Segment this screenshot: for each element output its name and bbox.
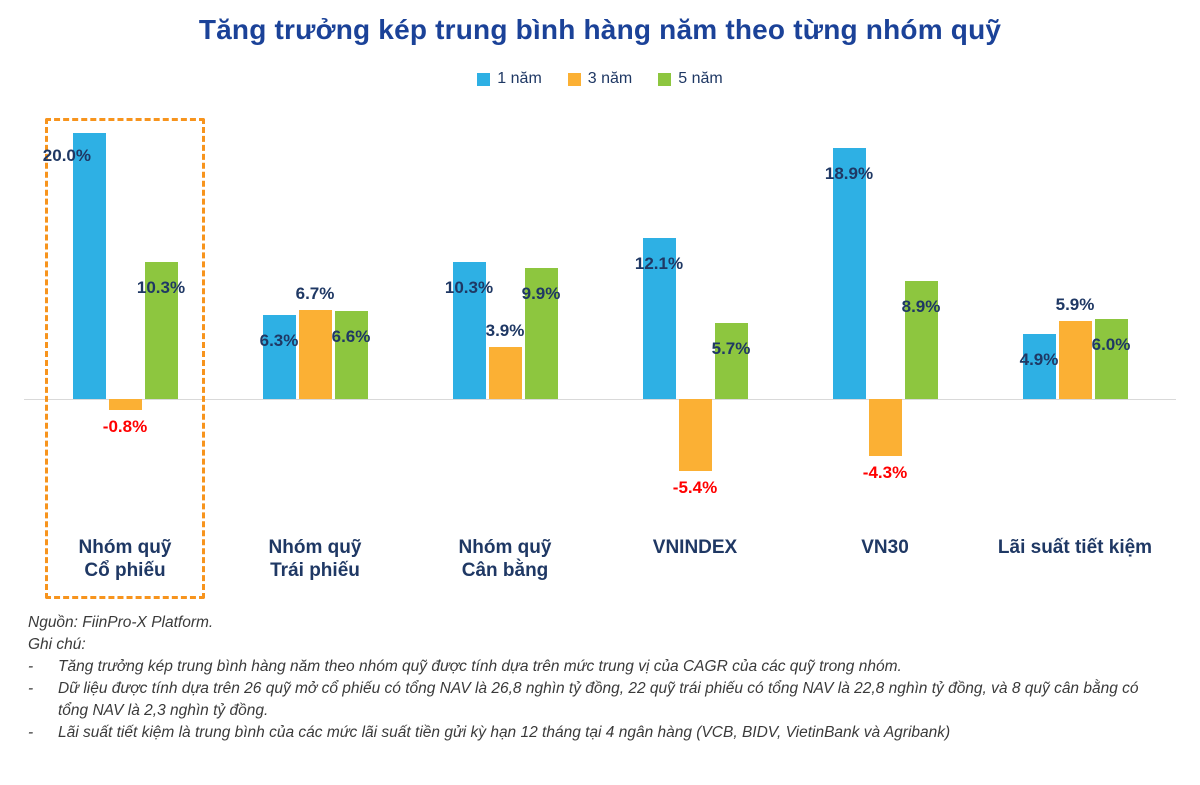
bar-value-label: 5.9% bbox=[1055, 294, 1095, 314]
bar-series-3 bbox=[1094, 319, 1128, 400]
chart-title: Tăng trưởng kép trung bình hàng năm theo… bbox=[198, 14, 1002, 45]
bar-series-3 bbox=[144, 262, 178, 400]
notes-heading: Ghi chú: bbox=[28, 636, 86, 654]
zero-axis-line bbox=[24, 399, 1176, 401]
bar-value-label: 6.7% bbox=[295, 284, 335, 304]
bullet-dash: - bbox=[28, 724, 34, 742]
category-label: VN30 bbox=[861, 537, 909, 559]
bar-group: 4.9% 5.9% 6.0% Lãi suất tiết kiệm bbox=[980, 104, 1170, 604]
legend-swatch bbox=[567, 72, 581, 86]
note-text: Tăng trưởng kép trung bình hàng năm theo… bbox=[58, 658, 902, 676]
category-label: VNINDEX bbox=[652, 537, 738, 559]
bar-group: 12.1% -5.4% 5.7% VNINDEX bbox=[600, 104, 790, 604]
bar-value-label: 10.3% bbox=[444, 278, 494, 298]
bar-value-label: 3.9% bbox=[485, 321, 525, 341]
bar-group: 20.0% -0.8% 10.3% Nhóm quỹ Cổ phiếu bbox=[30, 104, 220, 604]
bar-series-3 bbox=[904, 280, 938, 400]
bar-series-2 bbox=[1058, 320, 1092, 400]
bar-value-label: 10.3% bbox=[136, 278, 186, 298]
note-item: - Lãi suất tiết kiệm là trung bình của c… bbox=[28, 722, 1172, 744]
bar-value-label: 5.7% bbox=[711, 339, 751, 359]
highlight-dashed-box bbox=[45, 118, 205, 600]
bar-chart: 20.0% -0.8% 10.3% Nhóm quỹ Cổ phiếu 6.3% 6.7%… bbox=[24, 104, 1176, 604]
category-label: Lãi suất tiết kiệm bbox=[997, 537, 1153, 559]
category-label: Nhóm quỹ Cân bằng bbox=[458, 537, 552, 581]
bar-series-2 bbox=[868, 399, 902, 457]
bar-series-1 bbox=[832, 147, 866, 400]
bar-series-3 bbox=[524, 267, 558, 400]
bar-series-3 bbox=[334, 311, 368, 400]
legend-swatch bbox=[477, 72, 491, 86]
legend-item: 5 năm bbox=[658, 70, 723, 88]
bar-group: 6.3% 6.7% 6.6% Nhóm quỹ Trái phiếu bbox=[220, 104, 410, 604]
source-note: Nguồn: FiinPro-X Platform. bbox=[28, 614, 214, 632]
note-text: Dữ liệu được tính dựa trên 26 quỹ mở cổ … bbox=[58, 680, 1139, 720]
bar-value-label: 6.6% bbox=[331, 327, 371, 347]
legend-swatch bbox=[658, 72, 672, 86]
bar-value-label: 9.9% bbox=[521, 283, 561, 303]
bar-value-label: -0.8% bbox=[102, 416, 148, 436]
legend-label: 3 năm bbox=[587, 70, 633, 88]
legend-label: 5 năm bbox=[678, 70, 723, 88]
bar-series-1 bbox=[452, 262, 486, 400]
category-label: Nhóm quỹ Cổ phiếu bbox=[78, 537, 172, 581]
bar-value-label: 18.9% bbox=[824, 163, 874, 183]
note-item: - Dữ liệu được tính dựa trên 26 quỹ mở c… bbox=[28, 678, 1172, 722]
bar-series-2 bbox=[678, 399, 712, 471]
legend-item: 1 năm bbox=[477, 70, 542, 88]
bar-series-3 bbox=[714, 323, 748, 400]
bar-series-1 bbox=[642, 238, 676, 400]
footnotes: Nguồn: FiinPro-X Platform. Ghi chú: - Tă… bbox=[28, 612, 1172, 744]
bar-value-label: 6.3% bbox=[259, 331, 299, 351]
legend-label: 1 năm bbox=[497, 70, 542, 88]
bar-group: 18.9% -4.3% 8.9% VN30 bbox=[790, 104, 980, 604]
bar-series-1 bbox=[1022, 334, 1056, 400]
note-item: - Tăng trưởng kép trung bình hàng năm th… bbox=[28, 656, 1172, 678]
bar-series-2 bbox=[108, 399, 142, 410]
bar-series-2 bbox=[298, 310, 332, 400]
note-text: Lãi suất tiết kiệm là trung bình của các… bbox=[58, 724, 951, 742]
bar-series-1 bbox=[262, 315, 296, 400]
bullet-dash: - bbox=[28, 658, 34, 676]
bar-value-label: -5.4% bbox=[672, 478, 718, 497]
bar-series-2 bbox=[488, 347, 522, 400]
chart-legend: 1 năm 3 năm 5 năm bbox=[0, 70, 1200, 88]
bullet-dash: - bbox=[28, 680, 34, 698]
legend-item: 3 năm bbox=[567, 70, 633, 88]
category-label: Nhóm quỹ Trái phiếu bbox=[268, 537, 362, 581]
bar-value-label: -4.3% bbox=[862, 463, 908, 483]
bar-value-label: 8.9% bbox=[901, 296, 941, 316]
bar-series-1 bbox=[72, 133, 106, 400]
bar-value-label: 20.0% bbox=[42, 146, 91, 166]
bar-groups: 20.0% -0.8% 10.3% Nhóm quỹ Cổ phiếu 6.3% 6.7%… bbox=[30, 104, 1170, 604]
bar-value-label: 4.9% bbox=[1019, 350, 1059, 370]
bar-value-label: 12.1% bbox=[634, 254, 684, 274]
chart-page: { "chart_data": { "type": "bar", "title"… bbox=[0, 14, 1200, 785]
bar-group: 10.3% 3.9% 9.9% Nhóm quỹ Cân bằng bbox=[410, 104, 600, 604]
bar-value-label: 6.0% bbox=[1091, 335, 1131, 355]
